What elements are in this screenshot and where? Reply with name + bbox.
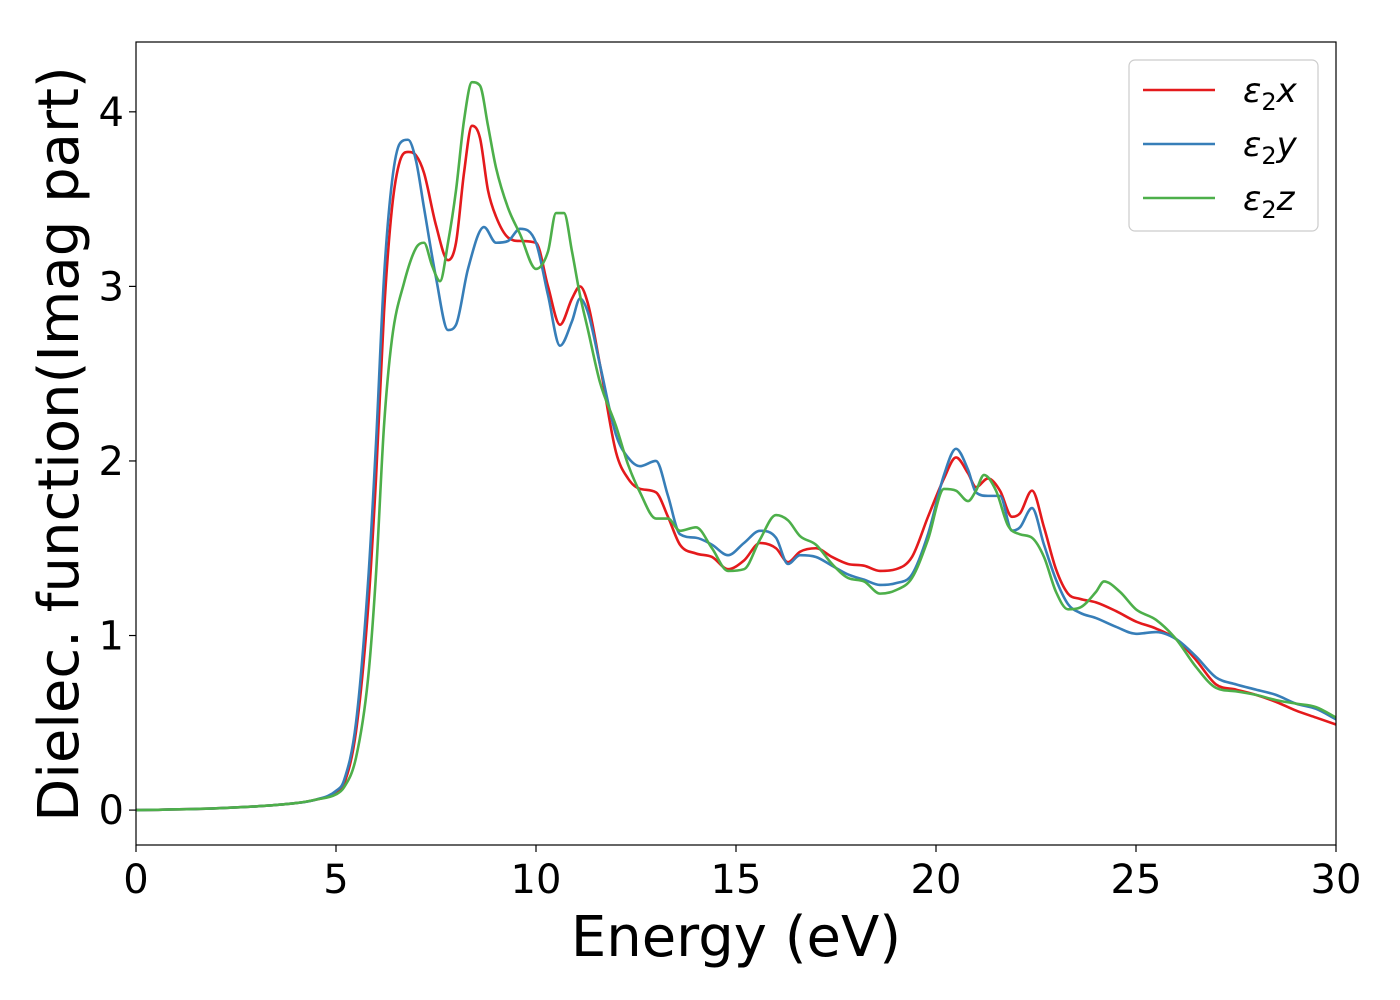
y-tick-label: 4 bbox=[99, 90, 124, 136]
y-axis-ticks: 0 1 2 3 4 bbox=[99, 90, 136, 834]
legend: ε2x ε2y ε2z bbox=[1128, 59, 1319, 232]
series-line-y bbox=[136, 138, 1336, 812]
series-layer bbox=[136, 80, 1336, 812]
legend-label-y: ε2y bbox=[1243, 125, 1298, 170]
x-axis-title: Energy (eV) bbox=[571, 905, 901, 970]
y-tick-label: 2 bbox=[99, 439, 124, 485]
x-axis-ticks: 0 5 10 15 20 25 30 bbox=[123, 845, 1361, 903]
x-tick-label: 20 bbox=[911, 857, 962, 903]
legend-label-z: ε2z bbox=[1243, 179, 1296, 224]
x-tick-label: 30 bbox=[1311, 857, 1362, 903]
y-axis-title: Dielec. function(Imag part) bbox=[27, 66, 92, 822]
x-tick-label: 15 bbox=[711, 857, 762, 903]
y-tick-label: 3 bbox=[99, 264, 124, 310]
x-tick-label: 5 bbox=[323, 857, 348, 903]
x-tick-label: 25 bbox=[1111, 857, 1162, 903]
y-tick-label: 1 bbox=[99, 614, 124, 660]
series-line-x bbox=[136, 124, 1336, 812]
legend-label-x: ε2x bbox=[1243, 71, 1298, 116]
x-tick-label: 10 bbox=[511, 857, 562, 903]
series-line-z bbox=[136, 80, 1336, 812]
legend-box bbox=[1128, 59, 1319, 232]
x-tick-label: 0 bbox=[123, 857, 148, 903]
y-tick-label: 0 bbox=[99, 788, 124, 834]
